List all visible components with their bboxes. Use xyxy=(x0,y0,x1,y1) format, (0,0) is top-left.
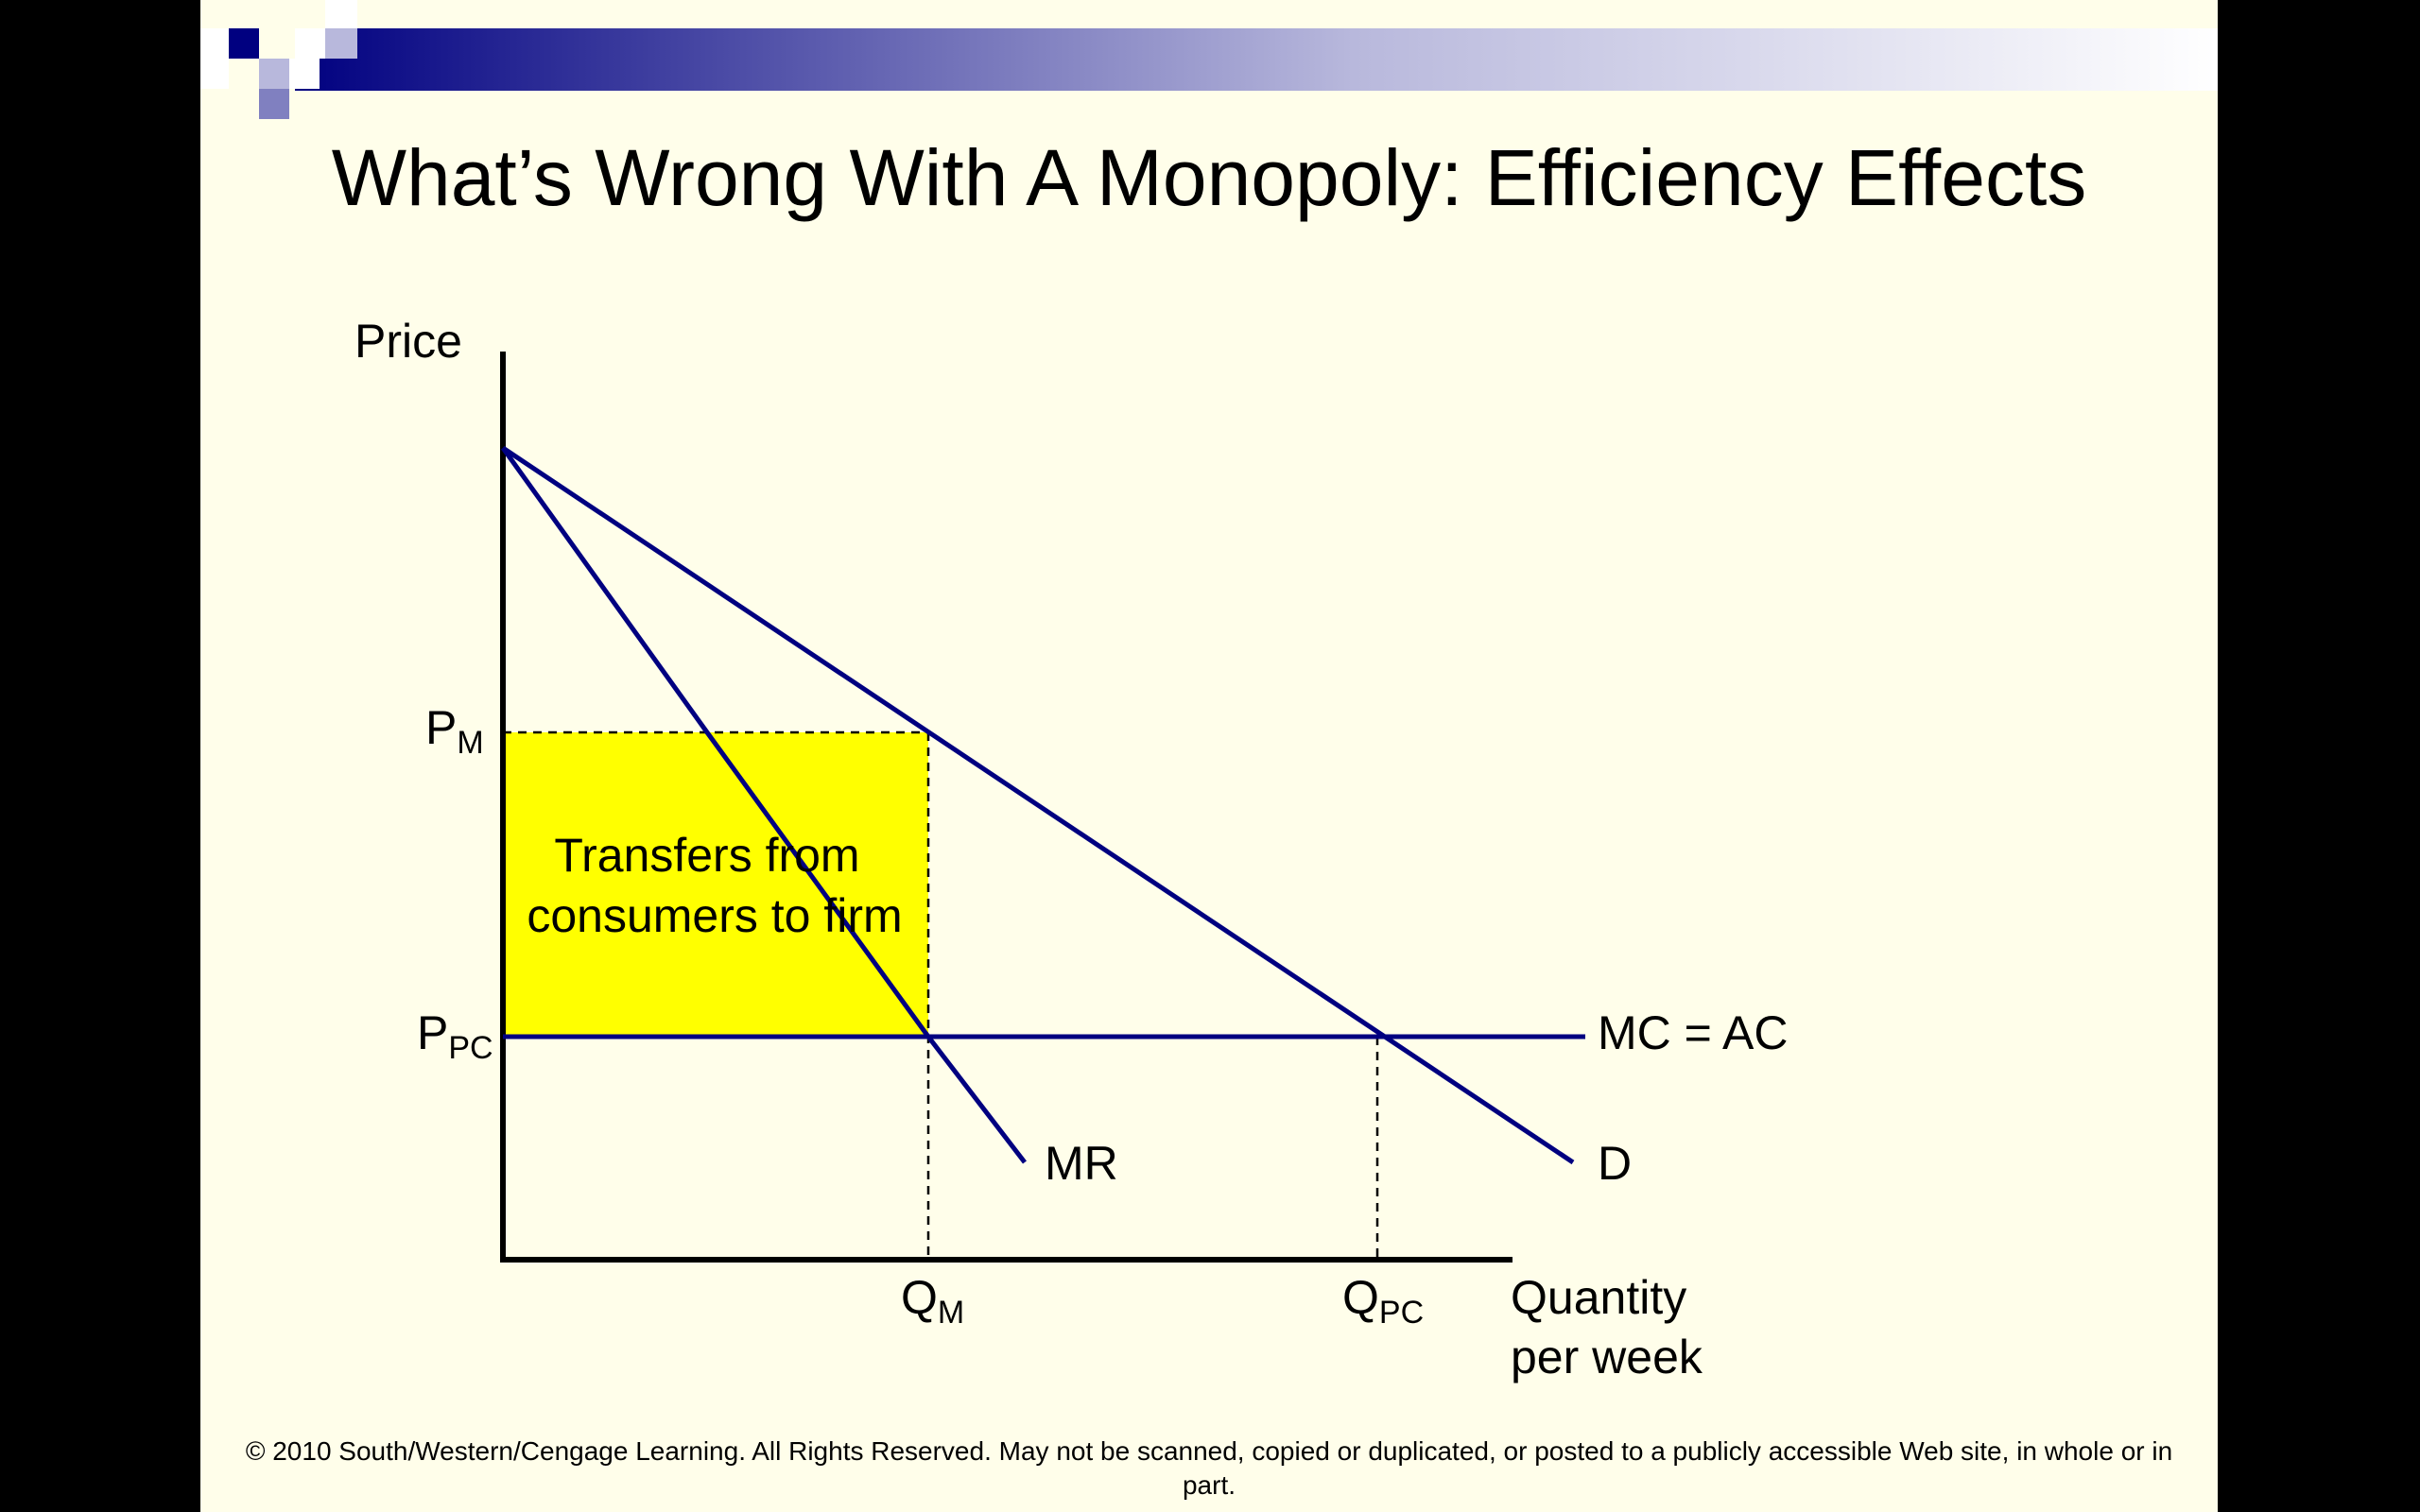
copyright-footer: © 2010 South/Western/Cengage Learning. A… xyxy=(245,1436,2173,1500)
banner-square xyxy=(200,59,229,89)
banner-square xyxy=(229,28,259,59)
banner-square xyxy=(200,28,229,59)
banner-square xyxy=(259,89,289,119)
demand-curve xyxy=(501,445,1575,1165)
qpc-label: QPC xyxy=(1342,1271,1424,1331)
banner-square xyxy=(295,28,325,59)
x-axis-label-line2: per week xyxy=(1511,1331,1703,1383)
mr-label: MR xyxy=(1045,1137,1118,1190)
qm-label: QM xyxy=(901,1271,964,1331)
mr-curve xyxy=(500,446,1027,1164)
slide: What’s Wrong With A Monopoly: Efficiency… xyxy=(200,0,2218,1512)
transfer-area xyxy=(503,732,928,1037)
banner-square xyxy=(259,59,289,89)
transfer-label-line2: consumers to firm xyxy=(527,889,902,942)
transfer-label: Transfers from xyxy=(554,829,859,882)
header-banner xyxy=(200,0,2218,119)
pm-label: PM xyxy=(425,701,484,761)
mc-ac-label: MC = AC xyxy=(1598,1006,1788,1059)
demand-label: D xyxy=(1598,1137,1632,1190)
monopoly-diagram: Price Quantity per week PM PPC QM QPC MC… xyxy=(354,315,1788,1383)
banner-square xyxy=(325,0,357,28)
banner-band xyxy=(295,28,2218,91)
y-axis-label: Price xyxy=(354,315,462,368)
slide-title: What’s Wrong With A Monopoly: Efficiency… xyxy=(331,133,2087,222)
banner-square xyxy=(325,28,357,59)
ppc-label: PPC xyxy=(417,1006,493,1066)
banner-square xyxy=(289,59,320,89)
x-axis-label: Quantity xyxy=(1511,1271,1686,1324)
